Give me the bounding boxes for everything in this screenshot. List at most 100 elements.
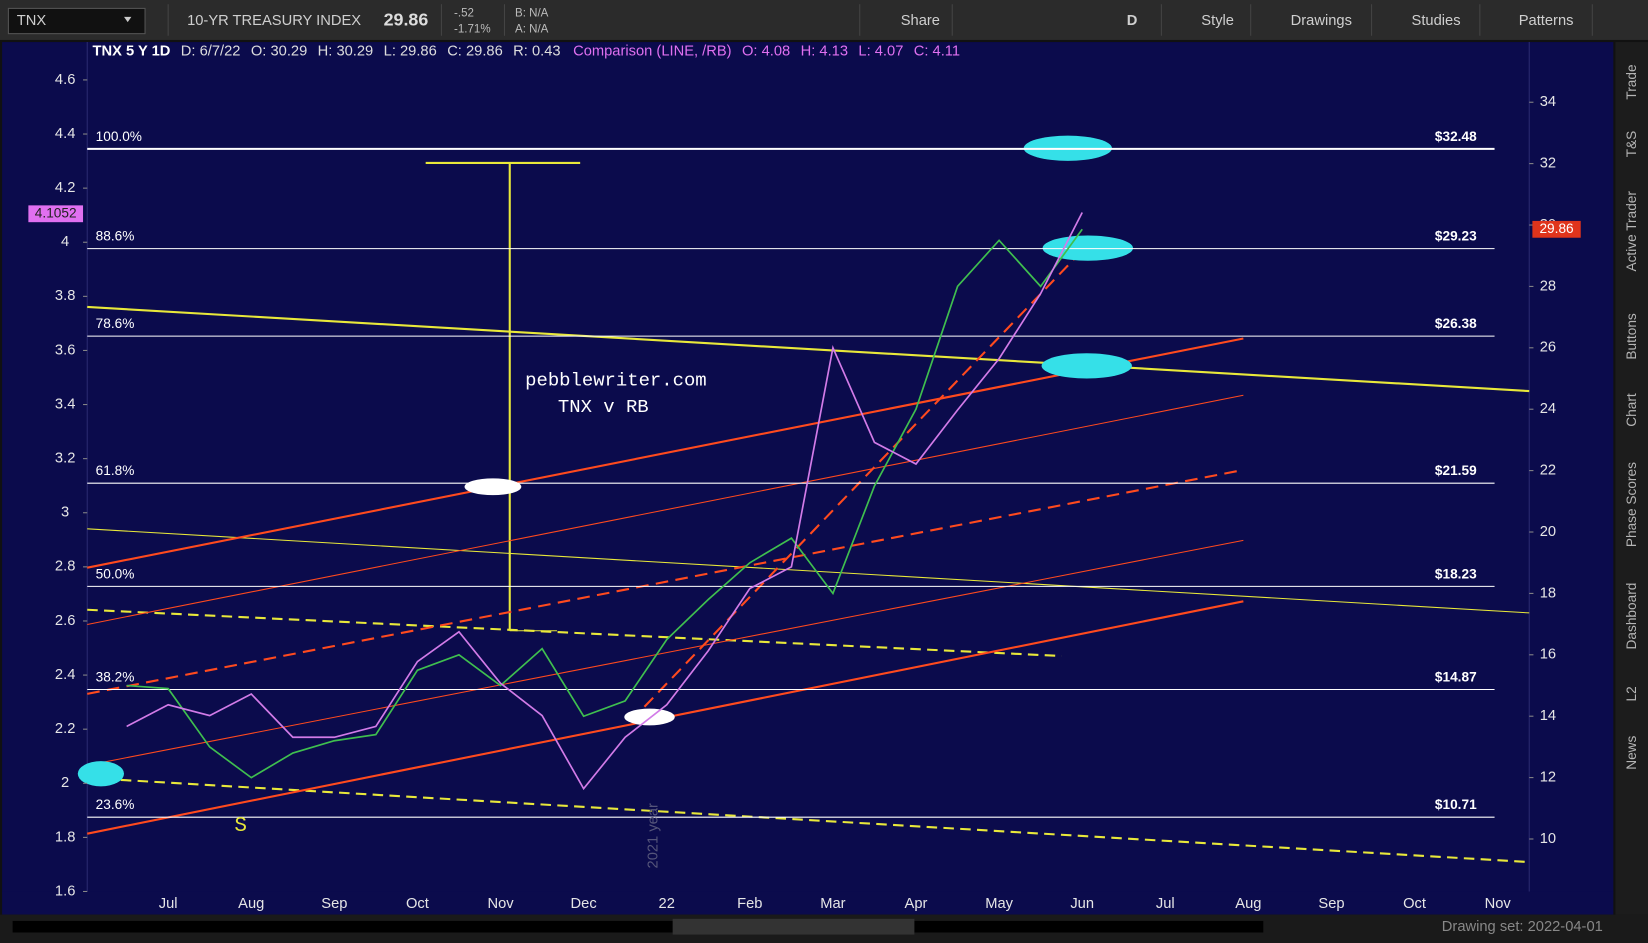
side-panel — [1615, 42, 1648, 915]
header-field: L: 29.86 — [384, 43, 437, 59]
x-tick-label: 22 — [659, 896, 675, 912]
y-tick-label: 4.4 — [55, 126, 75, 142]
side-tab[interactable]: Buttons — [1624, 313, 1639, 359]
last-price: 29.86 — [384, 10, 429, 30]
header-field: D: 6/7/22 — [181, 43, 241, 59]
header-field: TNX 5 Y 1D — [92, 43, 170, 59]
x-tick-label: Nov — [1485, 896, 1512, 912]
series-line — [126, 228, 1083, 779]
toolbar — [0, 0, 1648, 40]
side-tab[interactable]: Phase Scores — [1624, 462, 1639, 547]
fib-price: $29.23 — [1435, 229, 1477, 244]
y2-tick-label: 10 — [1540, 831, 1556, 847]
drawing-set: Drawing set: 2022-04-01 — [1442, 919, 1603, 935]
period-button[interactable]: D — [1127, 13, 1138, 29]
y-tick-label: 4.2 — [55, 180, 75, 196]
fib-price: $14.87 — [1435, 670, 1477, 685]
y-tick-label: 2 — [61, 775, 69, 791]
header-field: O: 4.08 — [742, 43, 790, 59]
y-tick-label: 1.6 — [55, 883, 75, 899]
y-tick-label: 2.2 — [55, 721, 75, 737]
y2-tick-label: 34 — [1540, 94, 1556, 110]
y2-tick-label: 24 — [1540, 401, 1556, 417]
symbol[interactable]: TNX — [17, 13, 47, 29]
x-tick-label: Sep — [1318, 896, 1344, 912]
y2-tick-label: 32 — [1540, 156, 1556, 172]
x-tick-label: Nov — [487, 896, 514, 912]
y-tick-label: 4.6 — [55, 72, 75, 88]
fib-label: 38.2% — [96, 670, 135, 685]
drawings-button[interactable]: Drawings — [1291, 13, 1352, 29]
header-field: L: 4.07 — [858, 43, 903, 59]
symbol-box[interactable] — [7, 7, 146, 35]
style-button[interactable]: Style — [1201, 13, 1234, 29]
share-button[interactable]: Share — [901, 13, 940, 29]
y-tick-label: 2.4 — [55, 667, 75, 683]
fib-label: 78.6% — [96, 316, 135, 331]
last-marker-label: 29.86 — [1539, 221, 1573, 236]
header-field: H: 30.29 — [318, 43, 374, 59]
side-tab[interactable]: Trade — [1624, 64, 1639, 99]
header-field: O: 30.29 — [251, 43, 307, 59]
side-tab[interactable]: Active Trader — [1624, 191, 1639, 272]
fib-price: $32.48 — [1435, 129, 1477, 144]
side-tab[interactable]: News — [1624, 735, 1639, 769]
chart-header: TNX 5 Y 1D D: 6/7/22 O: 30.29 H: 30.29 L… — [92, 43, 960, 59]
y-tick-label: 3.8 — [55, 288, 75, 304]
y-tick-label: 3.2 — [55, 451, 75, 467]
series-line — [126, 212, 1083, 791]
side-tab[interactable]: Chart — [1624, 393, 1639, 427]
y-tick-label: 2.6 — [55, 613, 75, 629]
change: -.52 — [454, 8, 474, 20]
y-tick-label: 3.6 — [55, 342, 75, 358]
y-tick-label: 4 — [61, 234, 69, 250]
fib-price: $26.38 — [1435, 316, 1477, 331]
toolbar-separators — [167, 4, 1593, 36]
y-tick-label: 3.4 — [55, 396, 75, 412]
fib-label: 100.0% — [96, 129, 142, 144]
y2-tick-label: 12 — [1540, 769, 1556, 785]
time-axis — [2, 891, 1614, 915]
y2-tick-label: 22 — [1540, 462, 1556, 478]
x-tick-label: Jun — [1070, 896, 1094, 912]
patterns-button[interactable]: Patterns — [1519, 13, 1574, 29]
bid: B: N/A — [515, 8, 549, 20]
x-tick-label: Aug — [238, 896, 264, 912]
fib-price: $21.59 — [1435, 463, 1477, 478]
side-tab[interactable]: L2 — [1624, 686, 1639, 701]
description: 10-YR TREASURY INDEX — [187, 13, 361, 29]
fib-price: $10.71 — [1435, 797, 1477, 812]
x-tick-label: Sep — [321, 896, 347, 912]
x-tick-label: May — [985, 896, 1013, 912]
header-field: R: 0.43 — [513, 43, 560, 59]
x-tick-label: Aug — [1235, 896, 1261, 912]
x-tick-label: Jul — [1156, 896, 1175, 912]
scroll-thumb[interactable] — [672, 918, 915, 935]
x-tick-label: Feb — [737, 896, 762, 912]
annotation: S — [234, 815, 247, 838]
year-marker: 2021 year — [646, 803, 662, 869]
x-tick-label: Jul — [159, 896, 178, 912]
y-tick-label: 2.8 — [55, 559, 75, 575]
x-tick-label: Dec — [571, 896, 597, 912]
fib-label: 50.0% — [96, 566, 135, 581]
plot: 1.6 1.8 2 2.2 2.4 2.6 2.8 3 3.2 3.4 3.6 3.8 4 4.2 4.4 4… — [55, 72, 1556, 900]
y2-tick-label: 16 — [1540, 647, 1556, 663]
x-tick-label: Mar — [820, 896, 845, 912]
dropdown-arrow[interactable] — [124, 16, 132, 23]
annotation: pebblewriter.com — [525, 370, 707, 392]
comparison-marker-label: 4.1052 — [35, 205, 77, 220]
side-tab[interactable]: Dashboard — [1624, 583, 1639, 650]
header-field: Comparison (LINE, /RB) — [573, 43, 731, 59]
y2-tick-label: 28 — [1540, 278, 1556, 294]
studies-button[interactable]: Studies — [1412, 13, 1461, 29]
x-tick-label: Apr — [905, 896, 928, 912]
scrollbar[interactable] — [12, 920, 1264, 933]
y2-tick-label: 26 — [1540, 340, 1556, 356]
header-field: H: 4.13 — [801, 43, 848, 59]
ask: A: N/A — [515, 23, 549, 35]
fib-label: 23.6% — [96, 797, 135, 812]
y-tick-label: 3 — [61, 505, 69, 521]
side-tab[interactable]: T&S — [1624, 131, 1639, 158]
